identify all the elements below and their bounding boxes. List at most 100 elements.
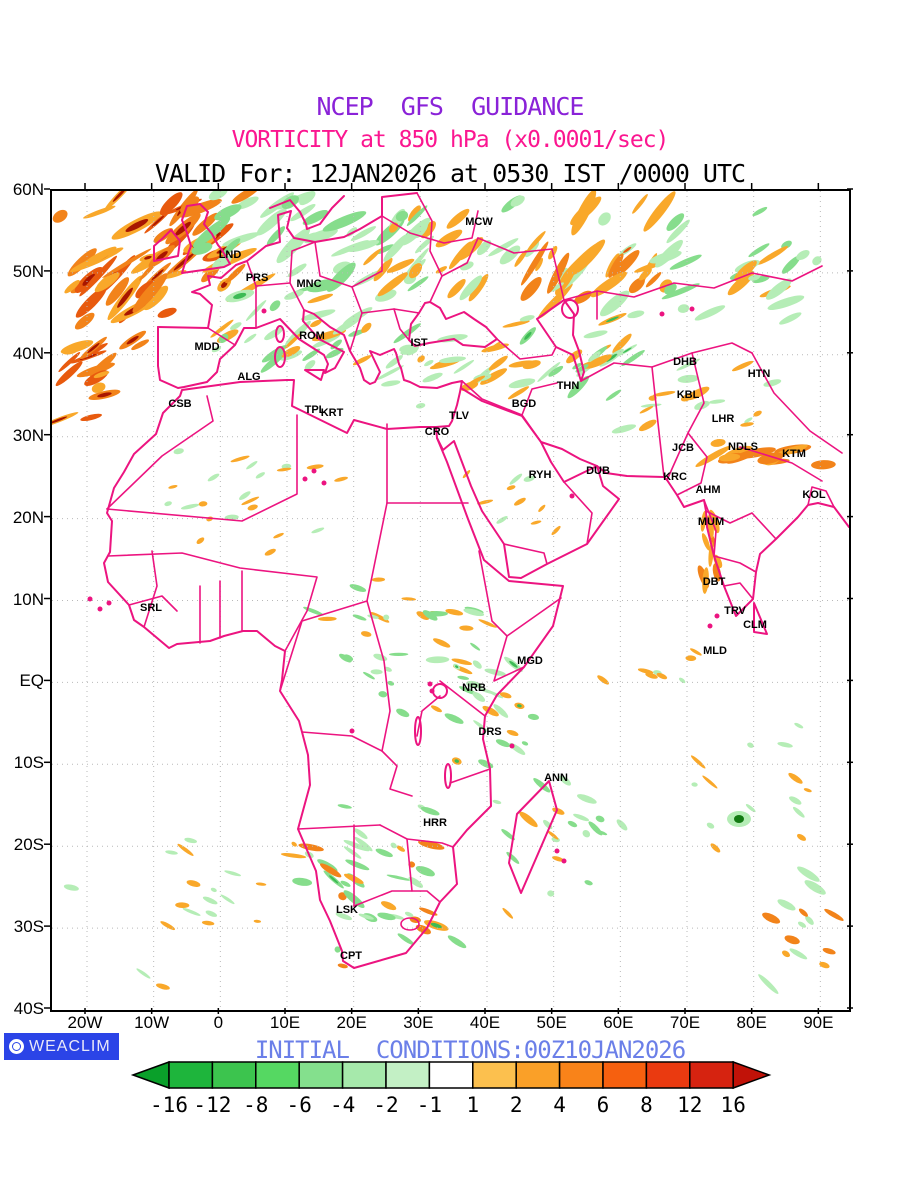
blob [331, 240, 369, 257]
blob [386, 258, 415, 273]
coast-mediterranean [157, 309, 463, 428]
blob-core [117, 287, 133, 308]
blob [281, 195, 299, 210]
blob [811, 460, 836, 470]
blob [371, 577, 386, 582]
blob [211, 346, 222, 353]
blob-core [606, 353, 618, 362]
blob [281, 345, 301, 358]
city-label-CRO: CRO [425, 426, 450, 438]
blob [747, 742, 754, 748]
blob [638, 419, 657, 432]
blob [404, 911, 414, 917]
blob [480, 368, 508, 385]
blob [74, 312, 95, 330]
blob [422, 610, 438, 621]
blob [196, 537, 205, 545]
blob-core [734, 815, 744, 823]
blob [762, 912, 781, 924]
blob [79, 246, 117, 269]
map-frame: MCW LND PRS MNC ROM IST MDD ALG CSB TPL KRT TLV CRO B… [50, 189, 851, 1012]
blob [459, 625, 474, 631]
colorbar-segment [689, 1061, 734, 1089]
city-label-MDD: MDD [194, 341, 219, 353]
blob [784, 935, 800, 945]
speck [302, 476, 308, 482]
coast-black-sea [408, 301, 498, 348]
blob [340, 880, 351, 887]
blob [105, 277, 130, 306]
blob-core [454, 759, 459, 763]
page-title: NCEP GFS GUIDANCE [316, 92, 585, 121]
colorbar-label-6: 6 [597, 1093, 610, 1117]
blob [444, 713, 464, 724]
blob [388, 652, 409, 656]
colorbar-label--8: -8 [243, 1093, 268, 1117]
blob [677, 304, 690, 313]
blob [508, 378, 536, 389]
blob [236, 196, 259, 210]
blob [605, 389, 622, 401]
blob [322, 211, 367, 232]
blob [184, 837, 198, 844]
blob [52, 209, 68, 223]
blob [535, 257, 544, 272]
blob [302, 348, 321, 361]
blob [64, 280, 80, 294]
city-label-NDLS: NDLS [728, 441, 758, 453]
blob-core [112, 191, 127, 202]
blob [306, 279, 339, 293]
blob [345, 859, 370, 871]
lon-label-0: 0 [213, 1013, 224, 1032]
blob [779, 312, 802, 325]
speck [554, 848, 560, 854]
speck [714, 613, 720, 619]
blob [805, 915, 814, 925]
city-label-DBT: DBT [703, 576, 726, 588]
city-label-ALG: ALG [237, 371, 260, 383]
blob [160, 921, 176, 931]
blob [652, 391, 676, 397]
blob [819, 961, 830, 969]
blob [175, 902, 190, 909]
blob [612, 333, 632, 354]
blob-core [52, 416, 68, 424]
blob [80, 413, 102, 422]
blob-core [221, 281, 228, 288]
blob [562, 243, 597, 277]
speck [321, 480, 327, 486]
blob [132, 273, 168, 313]
blob [794, 722, 804, 729]
city-label-KBL: KBL [677, 389, 700, 401]
blob-core [524, 331, 532, 340]
lat-label-60N: 60N [12, 180, 44, 199]
blob [628, 277, 645, 294]
coast-madagascar [508, 780, 558, 894]
blob [547, 830, 559, 840]
blob [408, 263, 423, 279]
blob [416, 611, 430, 621]
blob [422, 372, 443, 383]
weaclim-logo-text: WEACLIM [29, 1037, 111, 1055]
colorbar-label--12: -12 [193, 1093, 231, 1117]
lon-label-70E: 70E [669, 1013, 701, 1032]
blob [734, 260, 757, 282]
blob [570, 196, 602, 226]
blob [748, 243, 770, 258]
blob [358, 913, 374, 920]
colorbar-segment [168, 1061, 214, 1089]
blob [168, 484, 178, 489]
blob [595, 830, 608, 836]
blob [519, 315, 535, 322]
blob [79, 255, 118, 297]
blob [75, 286, 107, 318]
blob [94, 272, 120, 293]
speck [659, 311, 665, 317]
colorbar-label-4: 4 [553, 1093, 566, 1117]
blob [457, 675, 470, 680]
city-label-LSK: LSK [336, 904, 358, 916]
blob [241, 496, 260, 506]
blob [186, 880, 201, 887]
blob [677, 374, 699, 383]
